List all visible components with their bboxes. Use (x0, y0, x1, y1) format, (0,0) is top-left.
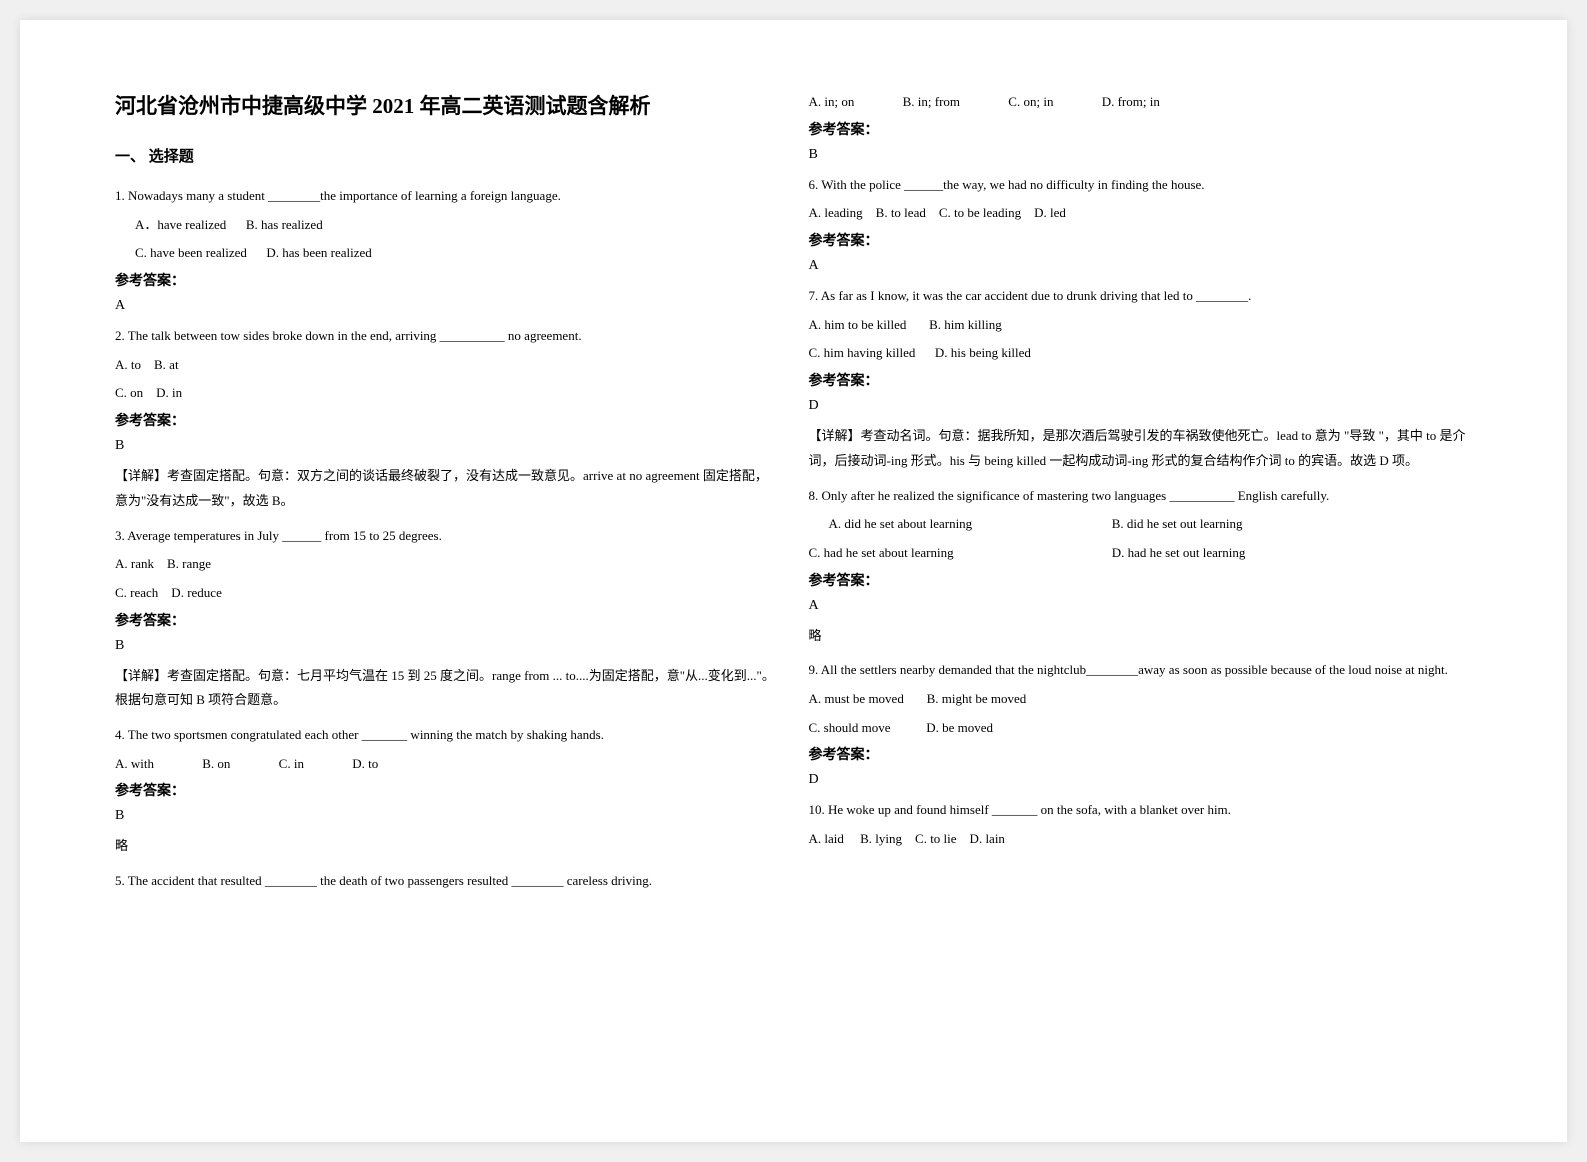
q8-opt-a: A. did he set about learning (829, 512, 1109, 537)
q5-options: A. in; on B. in; from C. on; in D. from;… (809, 90, 1473, 115)
question-1: 1. Nowadays many a student ________the i… (115, 184, 779, 209)
q9-options-ab: A. must be moved B. might be moved (809, 687, 1473, 712)
q8-omit: 略 (809, 624, 1473, 649)
q4-options: A. with B. on C. in D. to (115, 752, 779, 777)
q4-opt-c: C. in (279, 752, 304, 777)
q1-opt-c: C. have been realized (135, 245, 247, 260)
q3-options-cd: C. reach D. reduce (115, 581, 779, 606)
q2-answer: B (115, 438, 779, 454)
q4-opt-b: B. on (202, 752, 230, 777)
question-8: 8. Only after he realized the significan… (809, 484, 1473, 509)
q4-answer-label: 参考答案： (115, 780, 779, 800)
q5-opt-a: A. in; on (809, 90, 855, 115)
question-10: 10. He woke up and found himself _______… (809, 798, 1473, 823)
left-column: 河北省沧州市中捷高级中学 2021 年高二英语测试题含解析 一、 选择题 1. … (100, 90, 794, 1072)
q5-opt-b: B. in; from (903, 90, 960, 115)
q1-opt-d: D. has been realized (266, 245, 371, 260)
q2-explanation: 【详解】考查固定搭配。句意：双方之间的谈话最终破裂了，没有达成一致意见。arri… (115, 464, 779, 513)
question-3: 3. Average temperatures in July ______ f… (115, 524, 779, 549)
q5-opt-c: C. on; in (1008, 90, 1053, 115)
q9-answer-label: 参考答案： (809, 744, 1473, 764)
q4-omit: 略 (115, 834, 779, 859)
q5-opt-d: D. from; in (1102, 90, 1160, 115)
q6-options: A. leading B. to lead C. to be leading D… (809, 201, 1473, 226)
q8-options-ab: A. did he set about learning B. did he s… (809, 512, 1473, 537)
q5-answer-label: 参考答案： (809, 119, 1473, 139)
q3-answer-label: 参考答案： (115, 610, 779, 630)
section-header: 一、 选择题 (115, 145, 779, 166)
q8-answer: A (809, 598, 1473, 614)
q2-answer-label: 参考答案： (115, 410, 779, 430)
q8-answer-label: 参考答案： (809, 570, 1473, 590)
q8-opt-d: D. had he set out learning (1112, 545, 1246, 560)
q6-answer: A (809, 258, 1473, 274)
q1-opt-b: B. has realized (246, 217, 323, 232)
q3-explanation: 【详解】考查固定搭配。句意：七月平均气温在 15 到 25 度之间。range … (115, 664, 779, 713)
q4-opt-d: D. to (352, 752, 378, 777)
q4-opt-a: A. with (115, 752, 154, 777)
q6-answer-label: 参考答案： (809, 230, 1473, 250)
question-6: 6. With the police ______the way, we had… (809, 173, 1473, 198)
q4-answer: B (115, 808, 779, 824)
q1-answer-label: 参考答案： (115, 270, 779, 290)
right-column: A. in; on B. in; from C. on; in D. from;… (794, 90, 1488, 1072)
q10-options: A. laid B. lying C. to lie D. lain (809, 827, 1473, 852)
q9-answer: D (809, 772, 1473, 788)
q1-opt-a: A．have realized (135, 217, 226, 232)
question-4: 4. The two sportsmen congratulated each … (115, 723, 779, 748)
q7-answer: D (809, 398, 1473, 414)
question-9: 9. All the settlers nearby demanded that… (809, 658, 1473, 683)
q9-options-cd: C. should move D. be moved (809, 716, 1473, 741)
q8-opt-c: C. had he set about learning (809, 541, 1109, 566)
q7-options-ab: A. him to be killed B. him killing (809, 313, 1473, 338)
q5-answer: B (809, 147, 1473, 163)
q8-opt-b: B. did he set out learning (1112, 516, 1243, 531)
q2-options-ab: A. to B. at (115, 353, 779, 378)
q1-answer: A (115, 298, 779, 314)
q3-options-ab: A. rank B. range (115, 552, 779, 577)
q3-answer: B (115, 638, 779, 654)
q1-options-ab: A．have realized B. has realized (115, 213, 779, 238)
q7-options-cd: C. him having killed D. his being killed (809, 341, 1473, 366)
q1-options-cd: C. have been realized D. has been realiz… (115, 241, 779, 266)
q8-options-cd: C. had he set about learning D. had he s… (809, 541, 1473, 566)
q7-explanation: 【详解】考查动名词。句意：据我所知，是那次酒后驾驶引发的车祸致使他死亡。lead… (809, 424, 1473, 473)
question-5: 5. The accident that resulted ________ t… (115, 869, 779, 894)
q2-options-cd: C. on D. in (115, 381, 779, 406)
q7-answer-label: 参考答案： (809, 370, 1473, 390)
question-2: 2. The talk between tow sides broke down… (115, 324, 779, 349)
page-title: 河北省沧州市中捷高级中学 2021 年高二英语测试题含解析 (115, 90, 779, 120)
exam-page: 河北省沧州市中捷高级中学 2021 年高二英语测试题含解析 一、 选择题 1. … (20, 20, 1567, 1142)
question-7: 7. As far as I know, it was the car acci… (809, 284, 1473, 309)
